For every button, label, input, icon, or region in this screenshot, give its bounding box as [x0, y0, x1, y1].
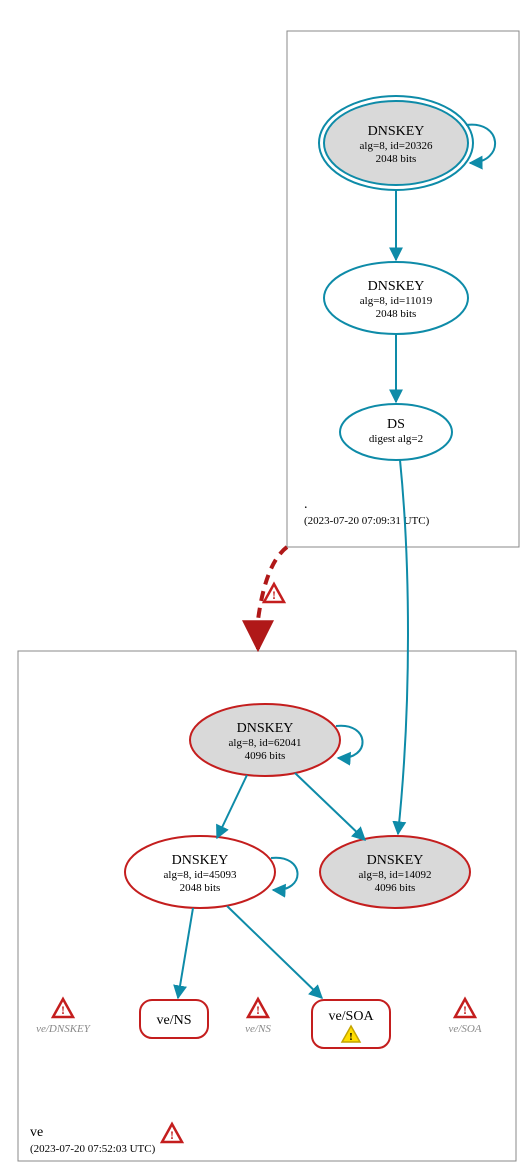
edge-45093-ns — [178, 908, 193, 998]
svg-text:DNSKEY: DNSKEY — [237, 721, 294, 736]
zone-ve-ts: (2023-07-20 07:52:03 UTC) — [30, 1143, 156, 1155]
node-ds: DS digest alg=2 — [340, 404, 452, 460]
error-ve-soa: ! — [455, 999, 475, 1017]
svg-text:4096 bits: 4096 bits — [245, 750, 286, 762]
node-root-zsk: DNSKEY alg=8, id=11019 2048 bits — [324, 262, 468, 334]
dnssec-diagram: . (2023-07-20 07:09:31 UTC) ve (2023-07-… — [0, 0, 528, 1166]
error-ve-dnskey: ! — [53, 999, 73, 1017]
error-edge-root-ve: ! — [264, 584, 284, 602]
svg-text:!: ! — [170, 1128, 174, 1142]
svg-text:4096 bits: 4096 bits — [375, 882, 416, 894]
rrset-ve-soa: ve/SOA ! — [312, 1000, 390, 1048]
svg-text:!: ! — [349, 1031, 353, 1043]
svg-text:alg=8, id=14092: alg=8, id=14092 — [359, 869, 432, 881]
svg-text:alg=8, id=11019: alg=8, id=11019 — [360, 295, 433, 307]
zone-root-label: . — [304, 497, 308, 512]
svg-text:digest alg=2: digest alg=2 — [369, 433, 423, 445]
rrset-ve-ns: ve/NS — [140, 1000, 208, 1038]
svg-text:DNSKEY: DNSKEY — [368, 124, 425, 139]
node-ve-14092: DNSKEY alg=8, id=14092 4096 bits — [320, 836, 470, 908]
edge-veksk-14092 — [295, 773, 365, 840]
error-zone-ve: ! — [162, 1124, 182, 1142]
node-ve-ksk: DNSKEY alg=8, id=62041 4096 bits — [190, 704, 340, 776]
node-root-ksk: DNSKEY alg=8, id=20326 2048 bits — [319, 96, 473, 190]
edge-veksk-45093 — [217, 775, 247, 838]
edge-45093-soa — [227, 906, 322, 998]
svg-text:2048 bits: 2048 bits — [180, 882, 221, 894]
svg-text:alg=8, id=20326: alg=8, id=20326 — [360, 140, 433, 152]
svg-text:DNSKEY: DNSKEY — [172, 853, 229, 868]
error-ve-ns-label: ve/NS — [245, 1023, 271, 1035]
svg-text:alg=8, id=45093: alg=8, id=45093 — [164, 869, 237, 881]
error-ve-dnskey-label: ve/DNSKEY — [36, 1023, 92, 1035]
svg-text:DS: DS — [387, 417, 405, 432]
node-ve-45093: DNSKEY alg=8, id=45093 2048 bits — [125, 836, 275, 908]
error-ve-soa-label: ve/SOA — [449, 1023, 482, 1035]
svg-text:!: ! — [463, 1003, 467, 1017]
svg-text:!: ! — [272, 588, 276, 602]
svg-text:!: ! — [256, 1003, 260, 1017]
error-ve-ns: ! — [248, 999, 268, 1017]
svg-text:2048 bits: 2048 bits — [376, 308, 417, 320]
svg-text:alg=8, id=62041: alg=8, id=62041 — [229, 737, 302, 749]
svg-text:DNSKEY: DNSKEY — [367, 853, 424, 868]
svg-text:ve/SOA: ve/SOA — [328, 1009, 374, 1024]
zone-root-ts: (2023-07-20 07:09:31 UTC) — [304, 515, 430, 527]
svg-text:DNSKEY: DNSKEY — [368, 279, 425, 294]
svg-text:2048 bits: 2048 bits — [376, 153, 417, 165]
svg-text:ve/NS: ve/NS — [157, 1013, 192, 1028]
svg-text:!: ! — [61, 1003, 65, 1017]
zone-ve-label: ve — [30, 1125, 43, 1140]
